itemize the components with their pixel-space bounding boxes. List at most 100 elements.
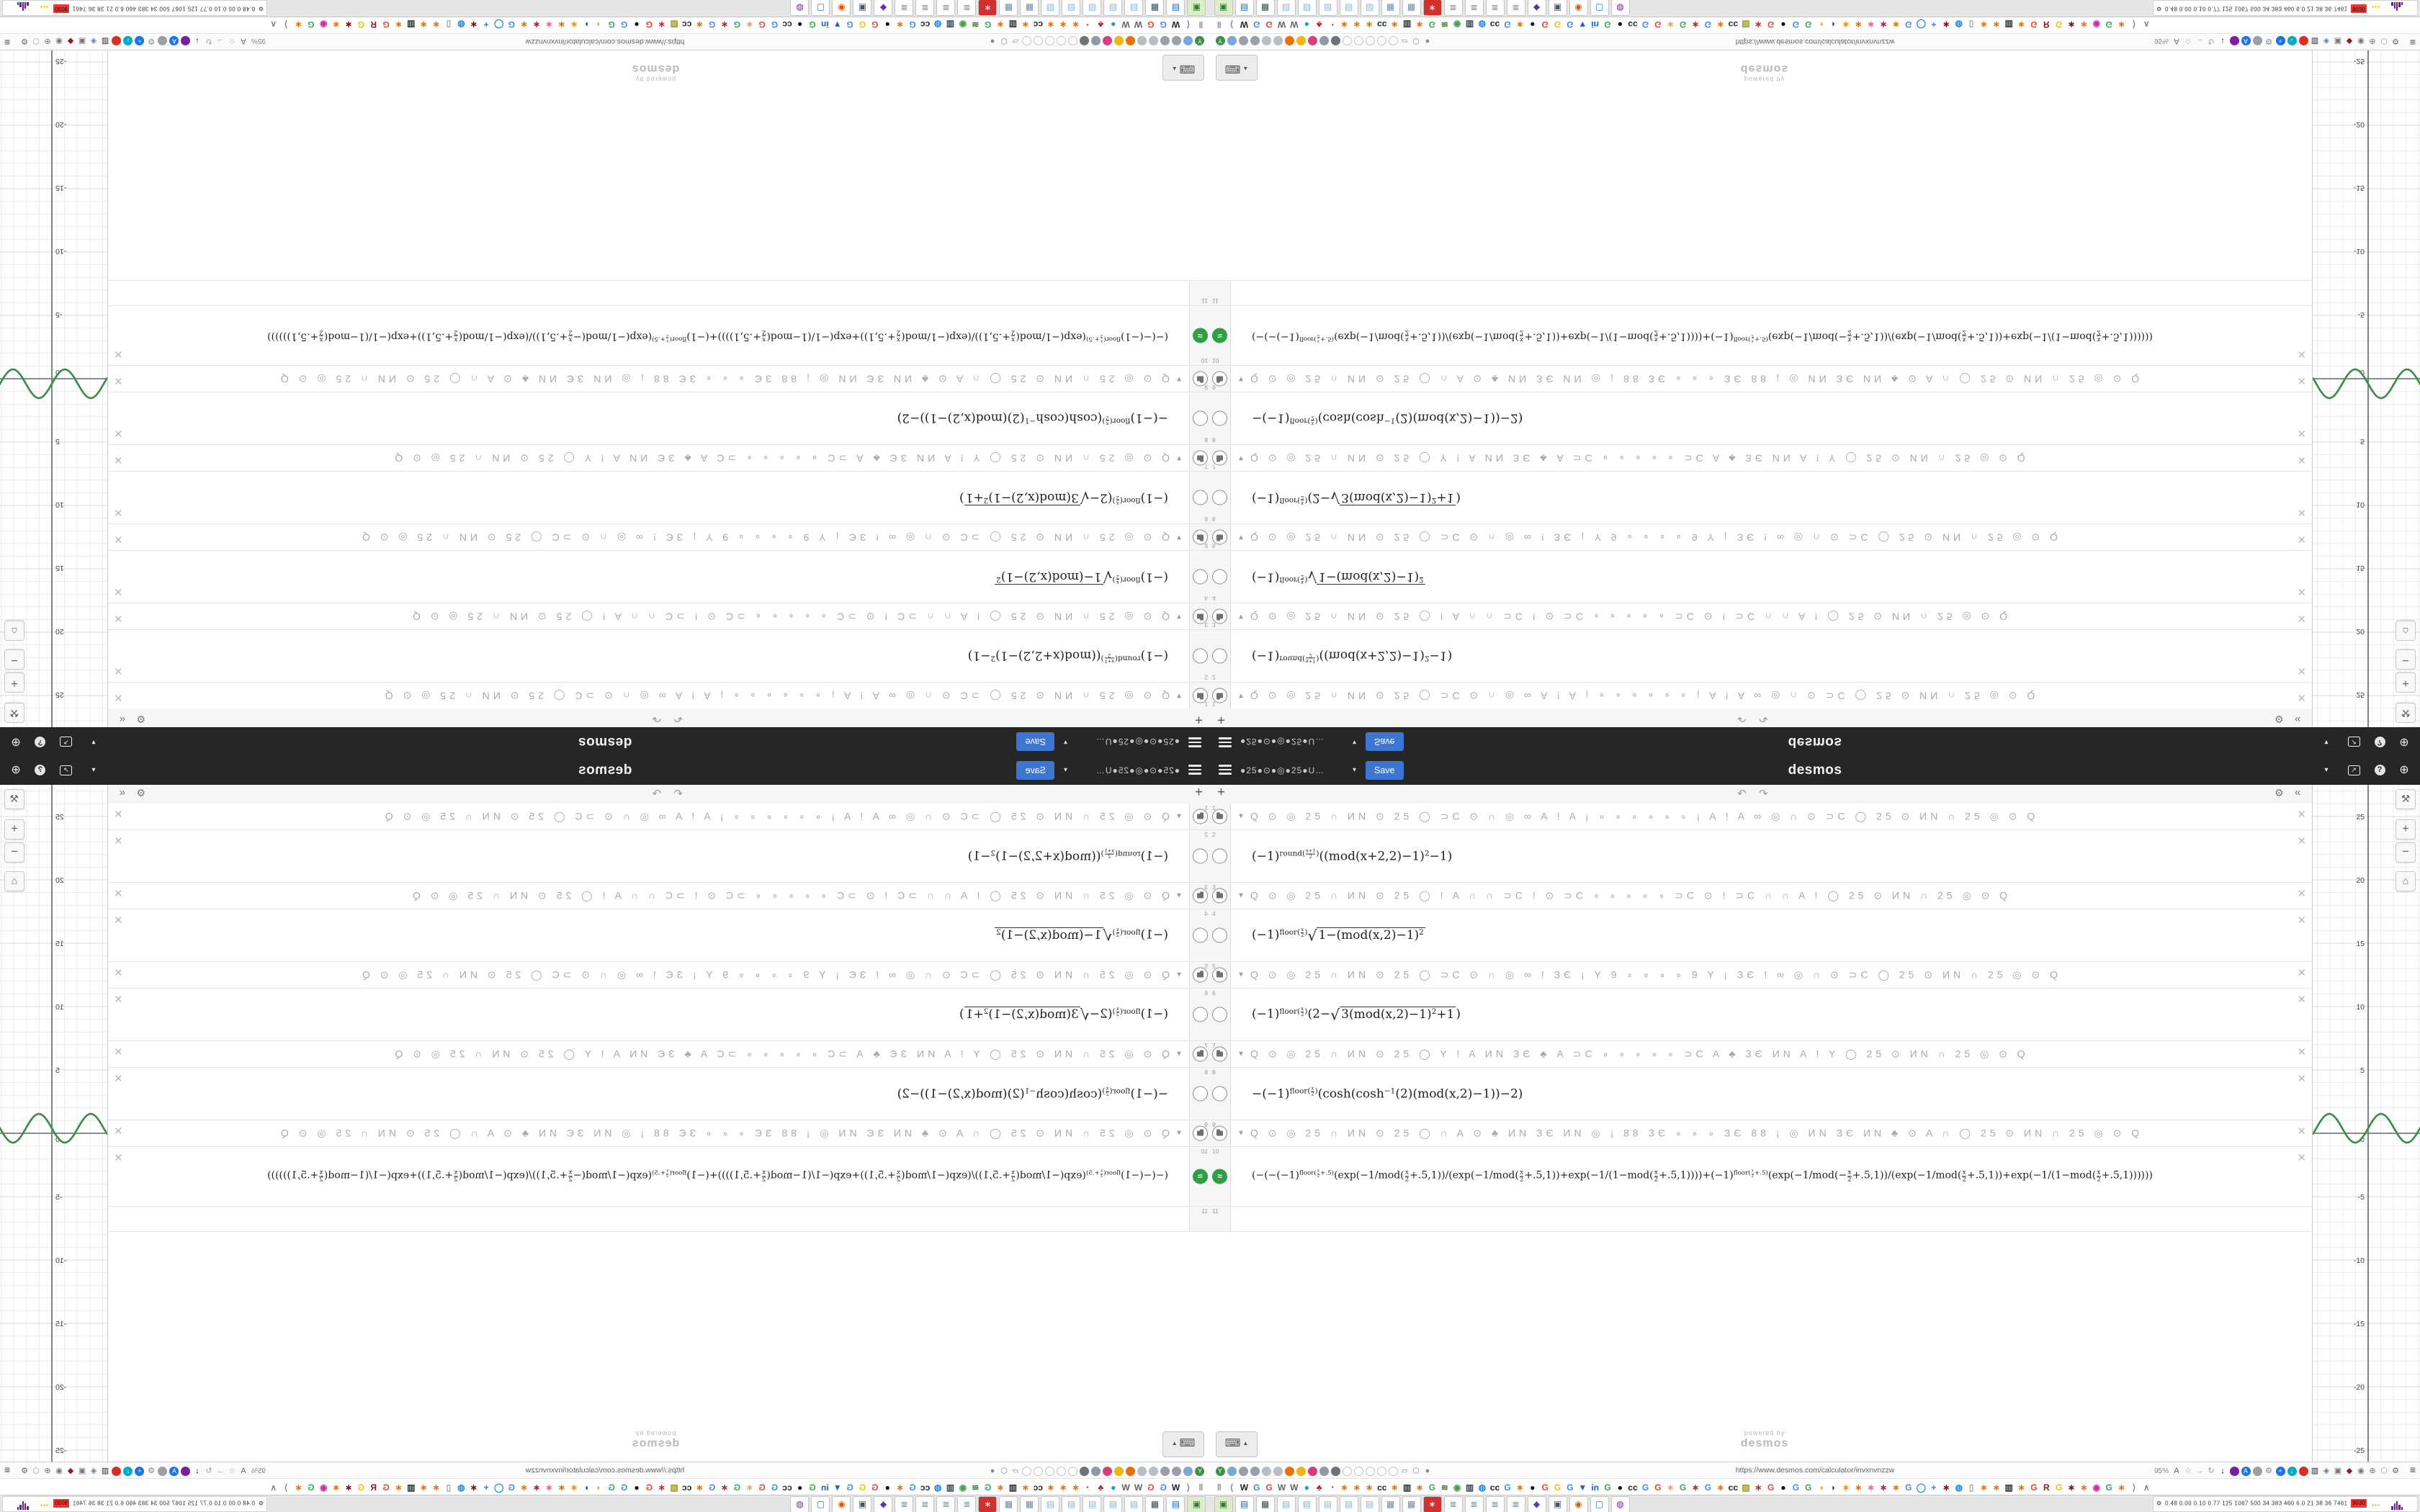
url-address-field[interactable]: https://www.desmos.com/calculator/invxnv… (525, 1466, 685, 1475)
hidden-plot-circle-icon[interactable] (1212, 848, 1227, 864)
bookmark-favicon[interactable]: ◉ (319, 19, 328, 30)
tab-placeholder-icon[interactable] (1388, 1467, 1398, 1477)
bookmark-favicon[interactable]: ∗ (1059, 19, 1067, 30)
extension-icon[interactable]: ☆ (2184, 1467, 2192, 1476)
extension-icon[interactable] (1307, 1467, 1317, 1477)
extension-icon[interactable]: A (241, 1467, 246, 1476)
extension-icon[interactable] (1137, 35, 1147, 45)
bookmark-favicon[interactable]: ⟩ (284, 19, 288, 30)
bookmark-favicon[interactable]: ∗ (420, 19, 428, 30)
delete-row-button[interactable]: ✕ (2297, 533, 2306, 545)
taskbar-app-icon[interactable]: ≣ (915, 0, 935, 16)
folder-title[interactable]: Q ⊙ ◎ 25 ∩ ИN ⊙ 25 ◯ ∩ A ⊙ ♣ ИN ЗЄ ИN ◎ … (1250, 1127, 2143, 1139)
extension-icon[interactable]: ▥ (101, 36, 109, 45)
share-icon[interactable]: ↗ (59, 727, 73, 756)
expression-formula[interactable]: (−(−(−1)floor(x 2 +.5)(exp(−1/mod(x 2 +.5,1)… (267, 1169, 1168, 1184)
delete-row-button[interactable]: ✕ (2297, 994, 2306, 1006)
taskbar-app-icon[interactable]: ▦ (1381, 0, 1400, 16)
bookmark-favicon[interactable]: ● (1617, 19, 1623, 30)
bookmark-favicon[interactable]: ≋ (972, 1482, 980, 1493)
delete-row-button[interactable]: ✕ (114, 967, 123, 979)
bookmark-favicon[interactable]: ● (1304, 19, 1309, 30)
taskbar-app-icon[interactable]: ▣ (1214, 0, 1233, 16)
extension-icon[interactable]: ⚙ (2392, 1467, 2399, 1476)
extension-icon[interactable] (1091, 35, 1101, 45)
expression-formula[interactable]: (−1)round(x+1 2)((mod(x+2,2)−1)2−1) (967, 848, 1168, 864)
delete-row-button[interactable]: ✕ (2297, 454, 2306, 466)
folder-icon[interactable] (1212, 371, 1227, 387)
bookmark-favicon[interactable]: G (909, 19, 916, 30)
bookmark-favicon[interactable]: ◍ (1955, 19, 1963, 30)
bookmark-favicon[interactable]: ∗ (520, 1482, 528, 1493)
delete-row-button[interactable]: ✕ (2297, 506, 2306, 518)
folder-icon[interactable] (1212, 529, 1227, 545)
bookmark-favicon[interactable]: ♣ (1098, 19, 1104, 30)
taskbar-app-icon[interactable]: ≣ (1506, 1496, 1525, 1512)
bookmark-favicon[interactable]: ♣ (1098, 1482, 1104, 1493)
title-dropdown-caret-icon[interactable]: ▾ (1063, 766, 1067, 774)
bookmark-favicon[interactable]: ◯ (493, 1482, 504, 1493)
bookmark-favicon[interactable]: ▥ (1465, 19, 1474, 30)
expression-formula[interactable]: (−(−(−1)floor(x 2 +.5)(exp(−1/mod(x 2 +.5,1)… (267, 328, 1168, 343)
edit-list-gear-button[interactable]: ⚙ (136, 714, 145, 725)
share-icon[interactable]: ↗ (59, 756, 73, 785)
bookmark-favicon[interactable]: cc (920, 1482, 931, 1493)
plotted-curve[interactable] (0, 1112, 107, 1144)
bookmark-favicon[interactable]: G (1604, 1482, 1611, 1493)
bookmark-favicon[interactable]: G (1792, 1482, 1800, 1493)
bookmark-favicon[interactable]: ● (1530, 1482, 1536, 1493)
taskbar-app-icon[interactable]: ▤ (1276, 0, 1296, 16)
extension-icon[interactable] (1261, 35, 1271, 45)
zoom-in-button[interactable]: + (4, 672, 24, 693)
bookmark-favicon[interactable]: ∗ (1691, 19, 1700, 30)
zoom-out-button[interactable]: − (2396, 842, 2416, 863)
menu-hamburger-icon[interactable] (1188, 737, 1201, 747)
bookmark-favicon[interactable]: ▨ (1742, 1482, 1750, 1493)
folder-icon[interactable] (1193, 1046, 1208, 1062)
delete-row-button[interactable]: ✕ (114, 665, 123, 677)
bookmark-favicon[interactable]: G (1504, 19, 1511, 30)
extension-icon[interactable] (1319, 1467, 1329, 1477)
extension-icon[interactable] (1091, 1467, 1101, 1477)
bookmark-favicon[interactable]: cc (682, 1482, 692, 1493)
bookmark-favicon[interactable]: G (2056, 19, 2063, 30)
bookmark-favicon[interactable]: ∗ (1072, 19, 1080, 30)
expression-formula[interactable]: (−(−(−1)floor(x 2 +.5)(exp(−1/mod(x 2 +.5,1)… (1252, 1169, 2153, 1184)
bookmark-favicon[interactable]: G (1905, 19, 1912, 30)
delete-row-button[interactable]: ✕ (114, 835, 123, 847)
extension-icon[interactable]: ↻ (205, 36, 212, 45)
hidden-plot-circle-icon[interactable] (1212, 1086, 1227, 1102)
taskbar-app-icon[interactable]: ▦ (1402, 1496, 1421, 1512)
folder-title[interactable]: Q ⊙ ◎ 25 ∩ ИN ⊙ 25 ◯ ∩ A ⊙ ♣ ИN ЗЄ ИN ◎ … (277, 373, 1170, 385)
bookmark-favicon[interactable]: ◉ (2092, 1482, 2101, 1493)
tab-placeholder-icon[interactable] (1365, 1467, 1375, 1477)
browser-menu-icon[interactable]: ≡ (2409, 1464, 2416, 1475)
browser-menu-icon[interactable]: ≡ (4, 1464, 11, 1475)
language-globe-icon[interactable]: ⊕ (2399, 764, 2409, 776)
help-icon[interactable]: ? (33, 756, 48, 785)
hidden-plot-circle-icon[interactable] (1212, 648, 1227, 664)
bookmark-favicon[interactable]: ∗ (344, 1482, 352, 1493)
bookmark-favicon[interactable]: ∗ (557, 1482, 565, 1493)
expression-row[interactable]: 8 −(−1)floor(x 2)(cosh(cosh−1(2)(mod(x,2)−… (108, 1068, 1210, 1120)
undo-button[interactable]: ↶ (1737, 788, 1747, 800)
bookmark-favicon[interactable]: ∗ (745, 19, 753, 30)
folder-collapse-caret-icon[interactable]: ▼ (1237, 1050, 1245, 1058)
language-globe-icon[interactable]: ⊕ (11, 764, 21, 776)
graph-settings-wrench-button[interactable]: ⚒ (4, 703, 24, 723)
extension-icon[interactable]: ◉ (2357, 1467, 2365, 1476)
folder-title[interactable]: Q ⊙ ◎ 25 ∩ ИN ⊙ 25 ◯ ⊃C ⊙ ∩ ◎ ∞ ! ЗЄ ¡ Y… (358, 968, 1170, 981)
bookmark-favicon[interactable]: ∗ (395, 1482, 403, 1493)
bookmark-favicon[interactable]: ◉ (959, 19, 967, 30)
bookmark-favicon[interactable]: ▥ (2004, 1482, 2013, 1493)
expression-row[interactable]: 3 ▼ Q ⊙ ◎ 25 ∩ ИN ⊙ 25 ◯ ! A ∩ ∩ ⊃C ! ⊙ ⊃C… (108, 883, 1210, 909)
plotted-curve[interactable] (2313, 368, 2420, 400)
bookmark-favicon[interactable]: ∗ (295, 1482, 302, 1493)
bookmark-favicon[interactable]: G (1805, 19, 1812, 30)
url-address-field[interactable]: https://www.desmos.com/calculator/invxnv… (1735, 1466, 1895, 1475)
bookmark-favicon[interactable]: ◉ (2092, 19, 2101, 30)
expression-row[interactable]: 7 ▼ Q ⊙ ◎ 25 ∩ ИN ⊙ 25 ◯ Y ! A ИN ЗЄ ♣ A ⊃… (1210, 1041, 2312, 1068)
extension-icon[interactable]: ↓ (123, 35, 133, 45)
menu-hamburger-icon[interactable] (1188, 765, 1201, 775)
folder-title[interactable]: Q ⊙ ◎ 25 ∩ ИN ⊙ 25 ◯ Y ! A ИN ЗЄ ♣ A ⊃C … (1250, 1048, 2029, 1060)
